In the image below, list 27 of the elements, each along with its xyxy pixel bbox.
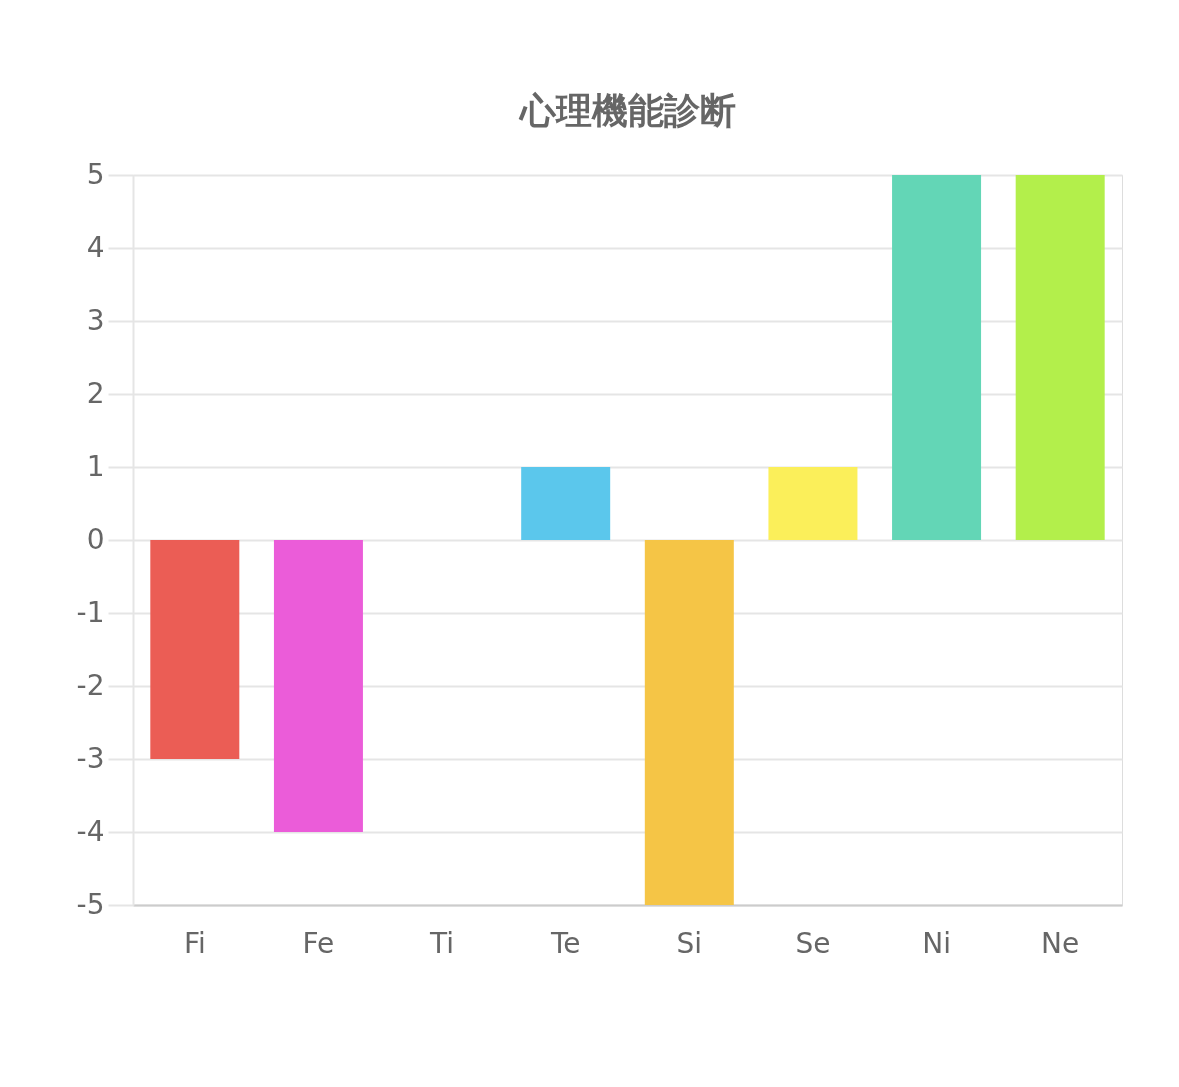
x-tick-label: Ni (922, 926, 951, 960)
bar (1015, 175, 1105, 540)
y-tick-label: 0 (86, 522, 105, 556)
bar (644, 540, 734, 905)
x-tick-label: Te (549, 926, 581, 960)
y-tick-label: -4 (76, 814, 105, 848)
x-tick-label: Fe (302, 926, 335, 960)
x-tick-label: Ne (1041, 926, 1080, 960)
bar (521, 467, 611, 540)
chart-title: 心理機能診断 (517, 90, 736, 131)
y-tick-label: 2 (86, 376, 105, 410)
y-tick-label: -2 (76, 668, 105, 702)
bar (892, 175, 982, 540)
y-tick-label: -3 (76, 741, 105, 775)
y-tick-label: -5 (76, 887, 105, 921)
y-tick-label: 3 (86, 303, 105, 337)
x-tick-label: Ti (429, 926, 455, 960)
x-tick-label: Se (795, 926, 831, 960)
y-tick-label: 4 (86, 230, 105, 264)
y-tick-label: -1 (76, 595, 105, 629)
y-tick-label: 1 (86, 449, 105, 483)
x-tick-label: Si (676, 926, 703, 960)
y-tick-label: 5 (86, 157, 105, 191)
bar (150, 540, 240, 759)
bar (768, 467, 858, 540)
x-tick-label: Fi (183, 926, 206, 960)
bar (273, 540, 363, 832)
